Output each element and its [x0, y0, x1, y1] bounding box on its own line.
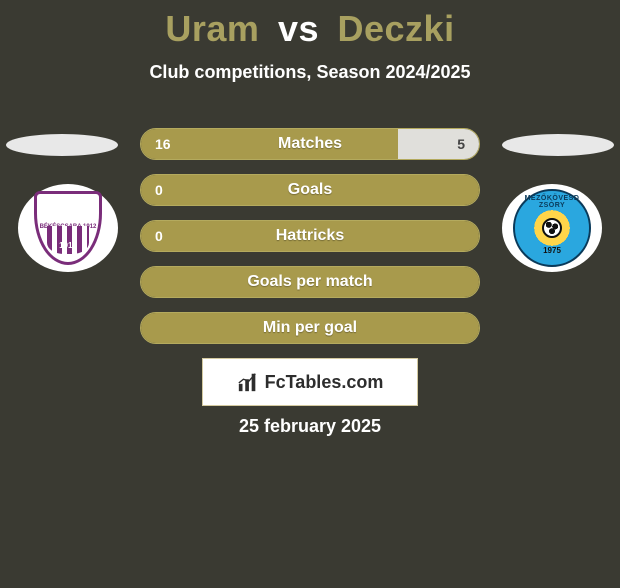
subtitle: Club competitions, Season 2024/2025	[0, 62, 620, 83]
stat-bar: Goals0	[140, 174, 480, 206]
club-left-shield: BÉKÉSCSABA 1912 ELŐRE SE 1912	[34, 191, 102, 265]
stat-label: Hattricks	[141, 221, 479, 251]
stat-value-left: 0	[155, 221, 163, 251]
player1-portrait-placeholder	[6, 134, 118, 156]
stat-bar: Min per goal	[140, 312, 480, 344]
stat-bar: Hattricks0	[140, 220, 480, 252]
club-left-badge: BÉKÉSCSABA 1912 ELŐRE SE 1912	[18, 184, 118, 272]
club-left-year: 1912	[37, 241, 99, 250]
stat-label: Goals	[141, 175, 479, 205]
stat-value-right: 5	[457, 129, 465, 159]
site-name: FcTables.com	[265, 372, 384, 393]
bar-chart-icon	[237, 371, 259, 393]
club-right-roundel: MEZŐKÖVESD ZSÓRY 1975	[513, 189, 591, 267]
club-right-year: 1975	[543, 246, 561, 255]
stat-bar: Matches16 5	[140, 128, 480, 160]
site-attribution: FcTables.com	[202, 358, 418, 406]
stat-label: Min per goal	[141, 313, 479, 343]
stat-label: Goals per match	[141, 267, 479, 297]
soccer-ball-icon	[542, 218, 562, 238]
club-right-text: MEZŐKÖVESD ZSÓRY	[515, 195, 589, 209]
comparison-date: 25 february 2025	[0, 416, 620, 437]
player2-portrait-placeholder	[502, 134, 614, 156]
stat-bar: Goals per match	[140, 266, 480, 298]
stat-bars: Matches165Goals0Hattricks0Goals per matc…	[140, 128, 480, 358]
stat-value-left: 0	[155, 175, 163, 205]
stat-label: Matches	[141, 129, 479, 159]
club-right-badge: MEZŐKÖVESD ZSÓRY 1975	[502, 184, 602, 272]
player1-name: Uram	[165, 8, 259, 49]
player2-name: Deczki	[338, 8, 455, 49]
vs-separator: vs	[278, 8, 319, 49]
stat-value-left: 16	[155, 129, 171, 159]
comparison-title: Uram vs Deczki	[0, 8, 620, 50]
